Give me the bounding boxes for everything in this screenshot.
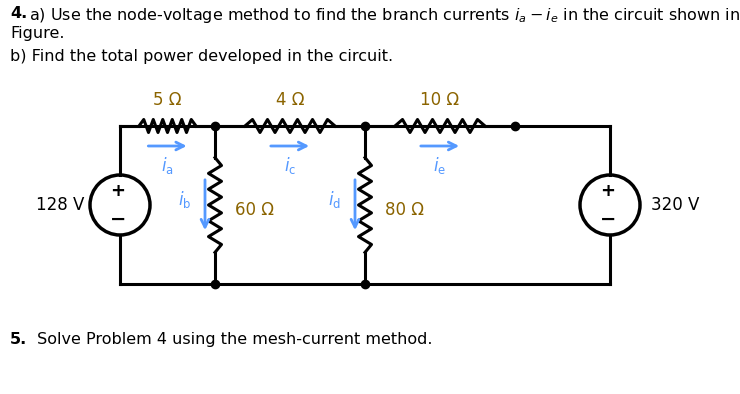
Text: a) Use the node-voltage method to find the branch currents $i_a - i_e$ in the ci: a) Use the node-voltage method to find t… (29, 6, 740, 25)
Text: 4 Ω: 4 Ω (276, 91, 304, 109)
Text: −: − (110, 210, 127, 229)
Text: 128 V: 128 V (36, 196, 84, 214)
Text: 5.: 5. (10, 332, 27, 347)
Text: $i_{\rm e}$: $i_{\rm e}$ (434, 155, 446, 176)
Text: −: − (600, 210, 616, 229)
Text: +: + (110, 182, 126, 200)
Text: b) Find the total power developed in the circuit.: b) Find the total power developed in the… (10, 49, 393, 64)
Text: $i_{\rm b}$: $i_{\rm b}$ (178, 190, 191, 210)
Text: $i_{\rm a}$: $i_{\rm a}$ (161, 155, 174, 176)
Text: +: + (600, 182, 616, 200)
Text: 5 Ω: 5 Ω (153, 91, 182, 109)
Text: $i_{\rm c}$: $i_{\rm c}$ (284, 155, 296, 176)
Text: 60 Ω: 60 Ω (235, 201, 274, 219)
Text: Figure.: Figure. (10, 26, 64, 41)
Text: $i_{\rm d}$: $i_{\rm d}$ (328, 190, 341, 210)
Text: 320 V: 320 V (650, 196, 699, 214)
Text: 4.: 4. (10, 6, 27, 21)
Text: Solve Problem 4 using the mesh-current method.: Solve Problem 4 using the mesh-current m… (32, 332, 432, 347)
Text: 80 Ω: 80 Ω (385, 201, 424, 219)
Text: 10 Ω: 10 Ω (420, 91, 460, 109)
